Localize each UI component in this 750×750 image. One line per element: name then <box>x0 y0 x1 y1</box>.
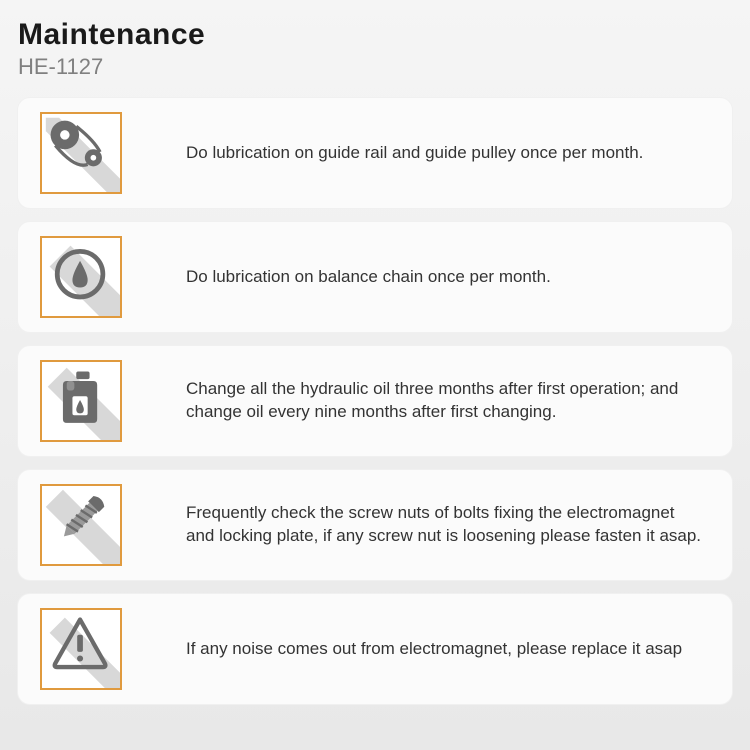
oilcan-icon <box>40 360 122 442</box>
screw-icon <box>40 484 122 566</box>
maintenance-card: Frequently check the screw nuts of bolts… <box>18 470 732 580</box>
maintenance-card: Do lubrication on balance chain once per… <box>18 222 732 332</box>
card-text: Frequently check the screw nuts of bolts… <box>186 502 706 548</box>
card-text: Do lubrication on guide rail and guide p… <box>186 142 706 165</box>
page-title: Maintenance <box>18 18 732 52</box>
model-number: HE-1127 <box>18 54 732 80</box>
maintenance-card: Do lubrication on guide rail and guide p… <box>18 98 732 208</box>
card-text: Do lubrication on balance chain once per… <box>186 266 706 289</box>
pulley-icon <box>40 112 122 194</box>
card-text: Change all the hydraulic oil three month… <box>186 378 706 424</box>
warning-icon <box>40 608 122 690</box>
card-text: If any noise comes out from electromagne… <box>186 638 706 661</box>
maintenance-card: Change all the hydraulic oil three month… <box>18 346 732 456</box>
oildrop-icon <box>40 236 122 318</box>
maintenance-card: If any noise comes out from electromagne… <box>18 594 732 704</box>
